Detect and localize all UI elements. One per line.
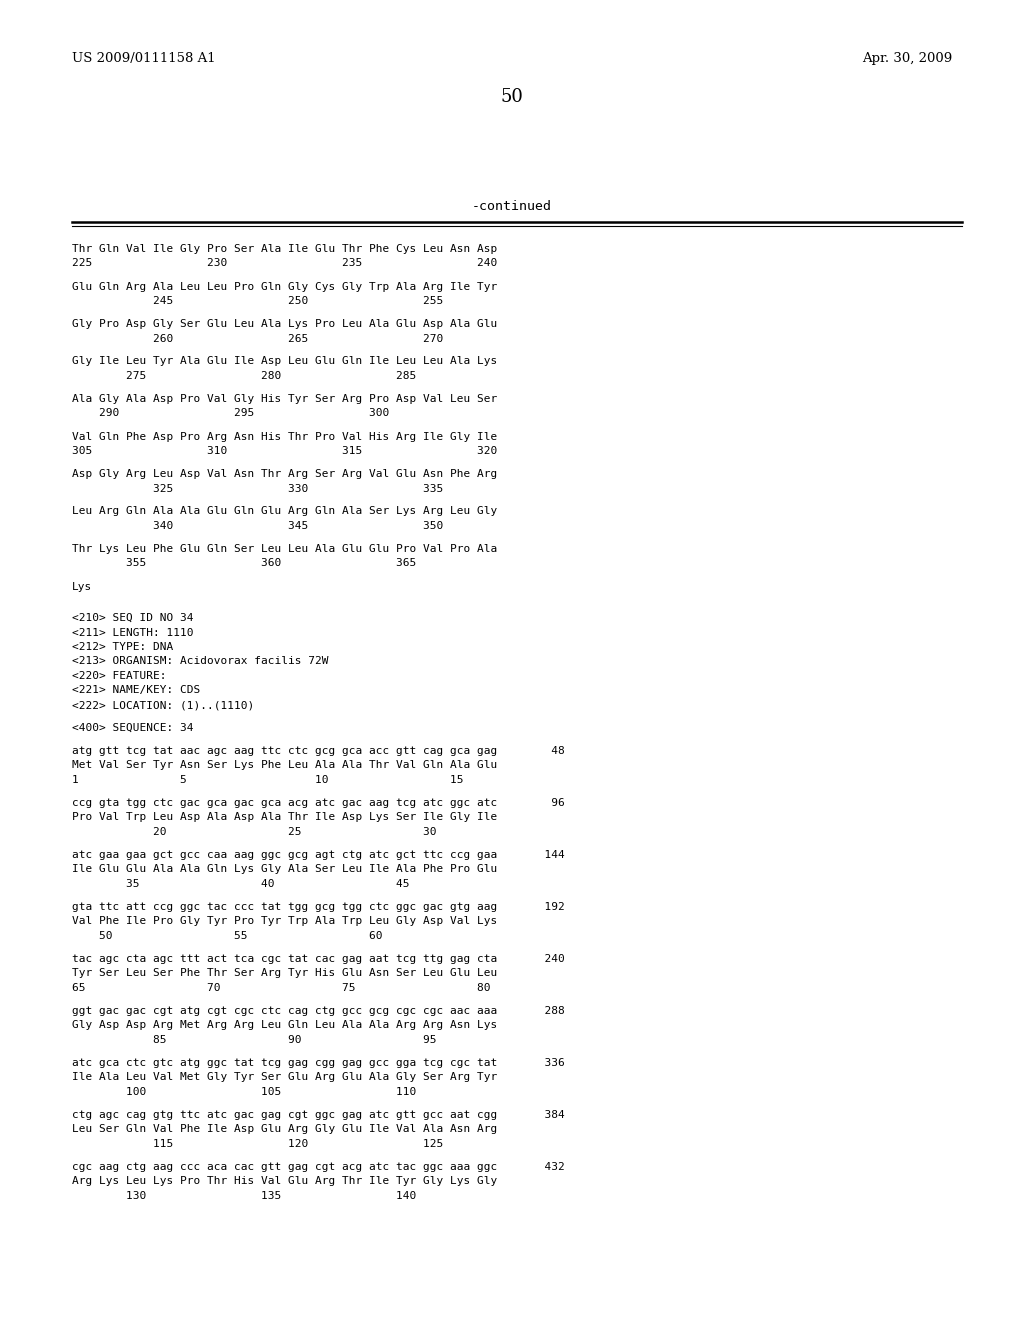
Text: Thr Gln Val Ile Gly Pro Ser Ala Ile Glu Thr Phe Cys Leu Asn Asp: Thr Gln Val Ile Gly Pro Ser Ala Ile Glu …: [72, 244, 498, 253]
Text: Leu Ser Gln Val Phe Ile Asp Glu Arg Gly Glu Ile Val Ala Asn Arg: Leu Ser Gln Val Phe Ile Asp Glu Arg Gly …: [72, 1125, 498, 1134]
Text: Val Gln Phe Asp Pro Arg Asn His Thr Pro Val His Arg Ile Gly Ile: Val Gln Phe Asp Pro Arg Asn His Thr Pro …: [72, 432, 498, 441]
Text: atc gca ctc gtc atg ggc tat tcg gag cgg gag gcc gga tcg cgc tat       336: atc gca ctc gtc atg ggc tat tcg gag cgg …: [72, 1059, 565, 1068]
Text: 35                  40                  45: 35 40 45: [72, 879, 410, 888]
Text: US 2009/0111158 A1: US 2009/0111158 A1: [72, 51, 216, 65]
Text: -continued: -continued: [472, 201, 552, 213]
Text: 50: 50: [501, 88, 523, 106]
Text: Gly Ile Leu Tyr Ala Glu Ile Asp Leu Glu Gln Ile Leu Leu Ala Lys: Gly Ile Leu Tyr Ala Glu Ile Asp Leu Glu …: [72, 356, 498, 367]
Text: 1               5                   10                  15: 1 5 10 15: [72, 775, 464, 785]
Text: Ile Glu Glu Ala Ala Gln Lys Gly Ala Ser Leu Ile Ala Phe Pro Glu: Ile Glu Glu Ala Ala Gln Lys Gly Ala Ser …: [72, 865, 498, 874]
Text: tac agc cta agc ttt act tca cgc tat cac gag aat tcg ttg gag cta       240: tac agc cta agc ttt act tca cgc tat cac …: [72, 954, 565, 964]
Text: 340                 345                 350: 340 345 350: [72, 521, 443, 531]
Text: <220> FEATURE:: <220> FEATURE:: [72, 671, 167, 681]
Text: 245                 250                 255: 245 250 255: [72, 296, 443, 306]
Text: atg gtt tcg tat aac agc aag ttc ctc gcg gca acc gtt cag gca gag        48: atg gtt tcg tat aac agc aag ttc ctc gcg …: [72, 746, 565, 756]
Text: 100                 105                 110: 100 105 110: [72, 1086, 416, 1097]
Text: Pro Val Trp Leu Asp Ala Asp Ala Thr Ile Asp Lys Ser Ile Gly Ile: Pro Val Trp Leu Asp Ala Asp Ala Thr Ile …: [72, 813, 498, 822]
Text: 305                 310                 315                 320: 305 310 315 320: [72, 446, 498, 455]
Text: 355                 360                 365: 355 360 365: [72, 558, 416, 569]
Text: cgc aag ctg aag ccc aca cac gtt gag cgt acg atc tac ggc aaa ggc       432: cgc aag ctg aag ccc aca cac gtt gag cgt …: [72, 1162, 565, 1172]
Text: <222> LOCATION: (1)..(1110): <222> LOCATION: (1)..(1110): [72, 700, 254, 710]
Text: 260                 265                 270: 260 265 270: [72, 334, 443, 343]
Text: Leu Arg Gln Ala Ala Glu Gln Glu Arg Gln Ala Ser Lys Arg Leu Gly: Leu Arg Gln Ala Ala Glu Gln Glu Arg Gln …: [72, 507, 498, 516]
Text: Lys: Lys: [72, 582, 92, 591]
Text: Asp Gly Arg Leu Asp Val Asn Thr Arg Ser Arg Val Glu Asn Phe Arg: Asp Gly Arg Leu Asp Val Asn Thr Arg Ser …: [72, 469, 498, 479]
Text: Tyr Ser Leu Ser Phe Thr Ser Arg Tyr His Glu Asn Ser Leu Glu Leu: Tyr Ser Leu Ser Phe Thr Ser Arg Tyr His …: [72, 969, 498, 978]
Text: ctg agc cag gtg ttc atc gac gag cgt ggc gag atc gtt gcc aat cgg       384: ctg agc cag gtg ttc atc gac gag cgt ggc …: [72, 1110, 565, 1119]
Text: 275                 280                 285: 275 280 285: [72, 371, 416, 381]
Text: ccg gta tgg ctc gac gca gac gca acg atc gac aag tcg atc ggc atc        96: ccg gta tgg ctc gac gca gac gca acg atc …: [72, 799, 565, 808]
Text: <211> LENGTH: 1110: <211> LENGTH: 1110: [72, 627, 194, 638]
Text: Gly Pro Asp Gly Ser Glu Leu Ala Lys Pro Leu Ala Glu Asp Ala Glu: Gly Pro Asp Gly Ser Glu Leu Ala Lys Pro …: [72, 319, 498, 329]
Text: gta ttc att ccg ggc tac ccc tat tgg gcg tgg ctc ggc gac gtg aag       192: gta ttc att ccg ggc tac ccc tat tgg gcg …: [72, 902, 565, 912]
Text: atc gaa gaa gct gcc caa aag ggc gcg agt ctg atc gct ttc ccg gaa       144: atc gaa gaa gct gcc caa aag ggc gcg agt …: [72, 850, 565, 861]
Text: Ile Ala Leu Val Met Gly Tyr Ser Glu Arg Glu Ala Gly Ser Arg Tyr: Ile Ala Leu Val Met Gly Tyr Ser Glu Arg …: [72, 1072, 498, 1082]
Text: 290                 295                 300: 290 295 300: [72, 408, 389, 418]
Text: <210> SEQ ID NO 34: <210> SEQ ID NO 34: [72, 612, 194, 623]
Text: 225                 230                 235                 240: 225 230 235 240: [72, 259, 498, 268]
Text: 85                  90                  95: 85 90 95: [72, 1035, 436, 1045]
Text: Val Phe Ile Pro Gly Tyr Pro Tyr Trp Ala Trp Leu Gly Asp Val Lys: Val Phe Ile Pro Gly Tyr Pro Tyr Trp Ala …: [72, 916, 498, 927]
Text: <400> SEQUENCE: 34: <400> SEQUENCE: 34: [72, 723, 194, 733]
Text: Ala Gly Ala Asp Pro Val Gly His Tyr Ser Arg Pro Asp Val Leu Ser: Ala Gly Ala Asp Pro Val Gly His Tyr Ser …: [72, 393, 498, 404]
Text: 115                 120                 125: 115 120 125: [72, 1139, 443, 1148]
Text: Arg Lys Leu Lys Pro Thr His Val Glu Arg Thr Ile Tyr Gly Lys Gly: Arg Lys Leu Lys Pro Thr His Val Glu Arg …: [72, 1176, 498, 1187]
Text: Met Val Ser Tyr Asn Ser Lys Phe Leu Ala Ala Thr Val Gln Ala Glu: Met Val Ser Tyr Asn Ser Lys Phe Leu Ala …: [72, 760, 498, 771]
Text: <221> NAME/KEY: CDS: <221> NAME/KEY: CDS: [72, 685, 201, 696]
Text: 65                  70                  75                  80: 65 70 75 80: [72, 983, 490, 993]
Text: 20                  25                  30: 20 25 30: [72, 828, 436, 837]
Text: ggt gac gac cgt atg cgt cgc ctc cag ctg gcc gcg cgc cgc aac aaa       288: ggt gac gac cgt atg cgt cgc ctc cag ctg …: [72, 1006, 565, 1016]
Text: 50                  55                  60: 50 55 60: [72, 931, 383, 941]
Text: <212> TYPE: DNA: <212> TYPE: DNA: [72, 642, 173, 652]
Text: 130                 135                 140: 130 135 140: [72, 1191, 416, 1201]
Text: Glu Gln Arg Ala Leu Leu Pro Gln Gly Cys Gly Trp Ala Arg Ile Tyr: Glu Gln Arg Ala Leu Leu Pro Gln Gly Cys …: [72, 281, 498, 292]
Text: <213> ORGANISM: Acidovorax facilis 72W: <213> ORGANISM: Acidovorax facilis 72W: [72, 656, 329, 667]
Text: Gly Asp Asp Arg Met Arg Arg Leu Gln Leu Ala Ala Arg Arg Asn Lys: Gly Asp Asp Arg Met Arg Arg Leu Gln Leu …: [72, 1020, 498, 1031]
Text: Thr Lys Leu Phe Glu Gln Ser Leu Leu Ala Glu Glu Pro Val Pro Ala: Thr Lys Leu Phe Glu Gln Ser Leu Leu Ala …: [72, 544, 498, 554]
Text: Apr. 30, 2009: Apr. 30, 2009: [862, 51, 952, 65]
Text: 325                 330                 335: 325 330 335: [72, 483, 443, 494]
